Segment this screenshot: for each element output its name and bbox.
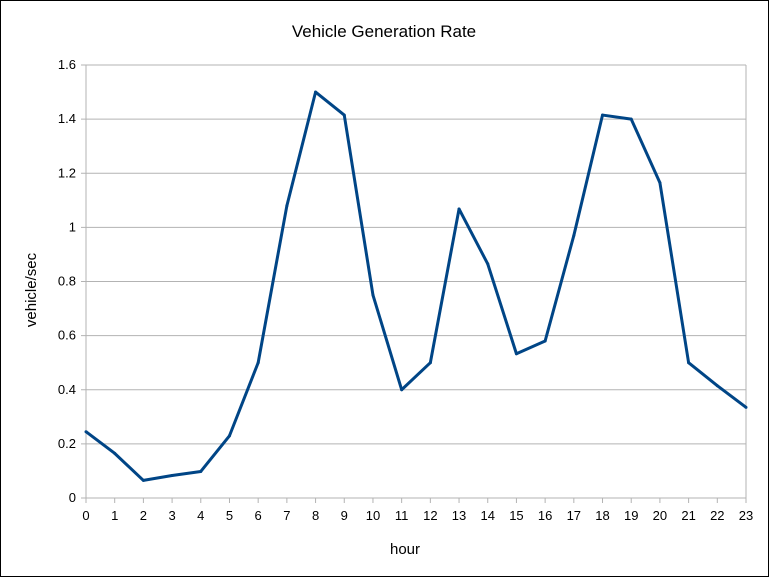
data-point: [744, 405, 748, 409]
x-tick-label: 2: [140, 508, 147, 523]
x-axis-label: hour: [390, 541, 420, 558]
series-layer: [84, 90, 748, 482]
x-tick-label: 16: [538, 508, 552, 523]
y-tick-label: 1.6: [58, 57, 76, 72]
data-point: [314, 90, 318, 94]
x-tick-label: 12: [423, 508, 437, 523]
y-tick-label: 1: [69, 219, 76, 234]
x-tick-label: 7: [283, 508, 290, 523]
x-tick-label: 8: [312, 508, 319, 523]
x-tick-label: 0: [82, 508, 89, 523]
x-tick-label: 19: [624, 508, 638, 523]
y-axis-label: vehicle/sec: [23, 252, 40, 327]
x-tick-label: 18: [595, 508, 609, 523]
x-tick-label: 11: [395, 508, 409, 523]
x-tick-label: 5: [226, 508, 233, 523]
x-tick-label: 1: [111, 508, 118, 523]
x-tick-label: 20: [653, 508, 667, 523]
data-point: [514, 352, 518, 356]
y-tick-label: 1.2: [58, 165, 76, 180]
x-tick-label: 3: [168, 508, 175, 523]
x-tick-label: 10: [366, 508, 380, 523]
x-tick-label: 13: [452, 508, 466, 523]
y-tick-label: 0: [69, 490, 76, 505]
y-tick-label: 0.4: [58, 382, 76, 397]
x-tick-label: 23: [739, 508, 753, 523]
data-point: [113, 451, 117, 455]
data-point: [572, 233, 576, 237]
data-point: [687, 361, 691, 365]
data-point: [84, 430, 88, 434]
chart-title: Vehicle Generation Rate: [292, 22, 476, 41]
data-point: [601, 113, 605, 117]
x-tick-label: 15: [509, 508, 523, 523]
data-point: [715, 384, 719, 388]
y-tick-label: 0.8: [58, 274, 76, 289]
x-tick-label: 17: [567, 508, 581, 523]
data-point: [428, 361, 432, 365]
y-tick-label: 0.2: [58, 436, 76, 451]
x-tick-label: 4: [197, 508, 204, 523]
x-tick-label: 6: [255, 508, 262, 523]
data-point: [629, 117, 633, 121]
x-tick-label: 9: [341, 508, 348, 523]
data-point: [342, 113, 346, 117]
x-tick-label: 22: [710, 508, 724, 523]
data-point: [543, 339, 547, 343]
tick-labels: 00.20.40.60.811.21.41.60 1 2 3 4 5 6 7 8 9 10 11 12 1…: [58, 57, 753, 523]
data-point: [400, 388, 404, 392]
series-line: [85, 90, 747, 482]
data-point: [141, 478, 145, 482]
data-point: [285, 204, 289, 208]
x-tick-label: 21: [681, 508, 695, 523]
data-point: [199, 469, 203, 473]
data-point: [658, 181, 662, 185]
x-tick-label: 14: [481, 508, 495, 523]
y-tick-label: 0.6: [58, 328, 76, 343]
data-point: [170, 474, 174, 478]
data-point: [256, 361, 260, 365]
data-point: [486, 262, 490, 266]
data-point: [371, 293, 375, 297]
data-point: [457, 207, 461, 211]
gridlines: [81, 64, 747, 503]
data-point: [227, 434, 231, 438]
y-tick-label: 1.4: [58, 111, 76, 126]
